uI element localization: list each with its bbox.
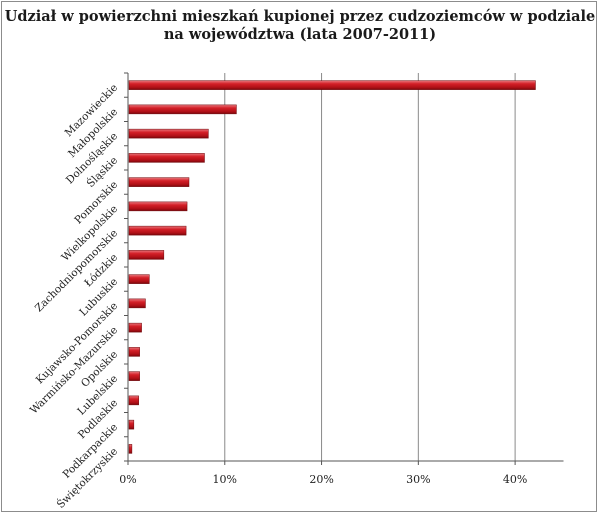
bar <box>128 322 142 333</box>
bar <box>128 225 187 236</box>
x-tick-labels: 0% 10% 20% 30% 40% <box>119 473 527 486</box>
bar <box>128 274 150 284</box>
category-labels: MazowieckieMałopolskieDolnośląskieŚląski… <box>28 82 120 511</box>
chart-title-line-2: na województwa (lata 2007-2011) <box>163 26 437 43</box>
bar <box>128 371 140 381</box>
x-tick-label: 10% <box>213 473 237 486</box>
chart-title-line-1: Udział w powierzchni mieszkań kupionej p… <box>4 8 596 25</box>
bar <box>128 250 165 260</box>
bar <box>128 298 146 309</box>
bars <box>128 80 536 454</box>
x-tick-label: 20% <box>309 473 333 486</box>
bar <box>128 201 188 212</box>
axes <box>124 72 564 465</box>
x-tick-label: 40% <box>503 473 527 486</box>
bar <box>128 80 536 90</box>
chart-title: Udział w powierzchni mieszkań kupionej p… <box>0 8 600 44</box>
bar <box>128 395 139 406</box>
bar <box>128 128 209 139</box>
bar <box>128 104 237 115</box>
bar <box>128 347 140 357</box>
bar <box>128 419 135 430</box>
bar <box>128 444 133 454</box>
bar <box>128 177 190 187</box>
x-tick-label: 30% <box>406 473 430 486</box>
gridlines <box>224 73 516 461</box>
bar <box>128 153 205 163</box>
x-tick-label: 0% <box>119 473 136 486</box>
